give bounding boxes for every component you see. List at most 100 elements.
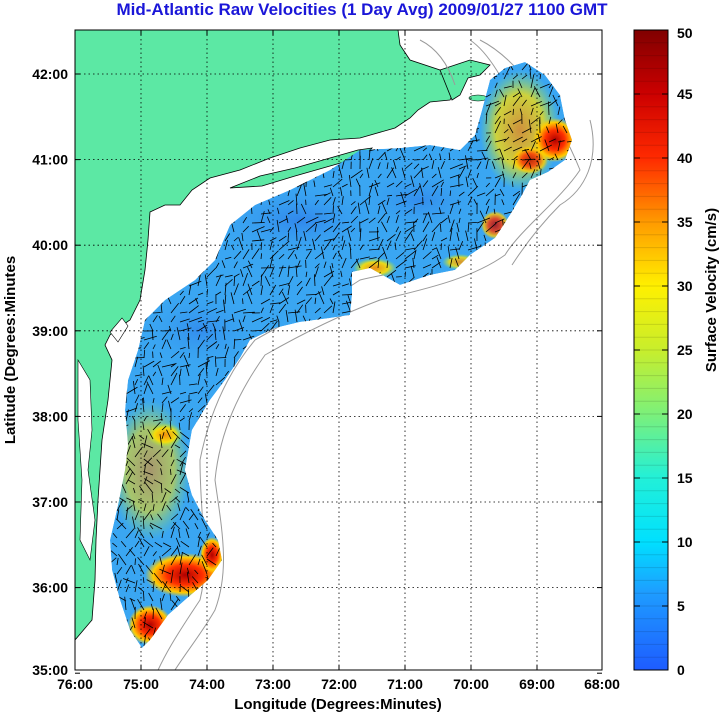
velocity-vector: [357, 202, 361, 215]
velocity-vector: [436, 256, 442, 269]
velocity-vector: [287, 265, 290, 278]
velocity-vector: [557, 140, 565, 143]
velocity-vector: [197, 536, 201, 548]
velocity-vector: [332, 232, 340, 242]
velocity-vector: [359, 256, 370, 260]
x-tick-labels: 76:00 75:00 74:00 73:00 72:00 71:00 70:00 69:00…: [57, 676, 620, 692]
velocity-vector: [454, 258, 460, 269]
velocity-vector: [323, 225, 334, 233]
velocity-vector: [365, 201, 370, 215]
velocity-vector: [503, 136, 510, 143]
velocity-vector: [170, 350, 180, 359]
velocity-vector: [374, 186, 379, 197]
velocity-vector: [436, 247, 442, 260]
velocity-vector: [188, 316, 203, 323]
velocity-vector: [539, 83, 550, 89]
velocity-vector: [127, 465, 136, 476]
velocity-vector: [160, 413, 163, 422]
velocity-vector: [359, 228, 362, 242]
velocity-vector: [449, 248, 460, 251]
velocity-vector: [134, 509, 140, 521]
velocity-vector: [539, 101, 552, 107]
velocity-vector: [170, 569, 174, 584]
x-tick-label: 75:00: [123, 676, 159, 692]
y-tick-label: 41:00: [32, 152, 68, 168]
velocity-vector: [449, 219, 455, 233]
velocity-vector: [521, 74, 528, 80]
colorbar-tick-label: 30: [677, 278, 693, 294]
velocity-vector: [170, 366, 179, 377]
velocity-vector: [233, 250, 242, 260]
velocity-vector: [170, 495, 178, 503]
velocity-vector: [134, 540, 140, 548]
velocity-vector: [223, 299, 226, 314]
velocity-vector: [110, 557, 117, 566]
velocity-vector: [170, 513, 179, 521]
velocity-vector: [323, 274, 333, 287]
velocity-vector: [233, 357, 236, 368]
velocity-vector: [260, 274, 262, 287]
velocity-vector: [381, 221, 388, 233]
velocity-vector: [440, 243, 442, 251]
velocity-vector: [472, 177, 478, 188]
velocity-vector: [215, 343, 220, 350]
velocity-vector: [332, 205, 334, 215]
velocity-vector: [155, 607, 163, 620]
velocity-vector: [206, 341, 218, 350]
velocity-vector: [350, 215, 359, 224]
velocity-vector: [194, 569, 199, 575]
velocity-vector: [152, 504, 155, 512]
x-tick-label: 71:00: [387, 676, 423, 692]
map-title: Mid-Atlantic Raw Velocities (1 Day Avg) …: [116, 0, 608, 19]
velocity-vector: [473, 198, 478, 206]
velocity-vector: [143, 360, 155, 368]
velocity-vector: [186, 567, 190, 575]
velocity-vector: [181, 551, 190, 557]
velocity-vector: [124, 596, 127, 611]
velocity-vector: [116, 518, 127, 530]
velocity-vector: [374, 179, 379, 188]
velocity-vector: [494, 173, 505, 179]
velocity-vector: [296, 304, 304, 314]
velocity-vector: [143, 342, 150, 350]
velocity-vector: [215, 376, 226, 386]
velocity-vector: [440, 161, 445, 170]
velocity-vector: [233, 237, 239, 242]
velocity-vector: [149, 522, 163, 530]
velocity-vector: [332, 213, 336, 224]
velocity-vector: [175, 595, 181, 602]
velocity-vector: [512, 181, 514, 188]
velocity-vector: [503, 94, 507, 107]
velocity-vector: [476, 192, 486, 197]
velocity-vector: [494, 107, 502, 116]
velocity-vector: [143, 546, 150, 557]
velocity-vector: [134, 558, 136, 566]
velocity-vector: [215, 357, 227, 359]
velocity-vector: [138, 434, 145, 440]
velocity-vector: [341, 235, 344, 242]
velocity-vector: [150, 514, 154, 521]
velocity-vector: [157, 513, 163, 521]
velocity-vector: [278, 303, 287, 314]
velocity-vector: [242, 272, 248, 287]
velocity-vector: [260, 265, 270, 278]
velocity-vector: [439, 153, 442, 161]
velocity-vector: [413, 185, 421, 197]
velocity-vector: [188, 383, 198, 386]
velocity-vector: [149, 532, 154, 539]
velocity-vector: [431, 254, 439, 260]
velocity-vector: [512, 95, 521, 107]
velocity-vector: [233, 283, 239, 296]
velocity-vector: [175, 537, 181, 548]
velocity-vector: [329, 265, 334, 278]
velocity-vector: [206, 307, 218, 314]
velocity-vector: [152, 580, 155, 593]
velocity-vector: [395, 156, 402, 161]
velocity-vector: [152, 419, 163, 422]
velocity-vector: [215, 291, 222, 296]
velocity-vector: [125, 547, 133, 557]
velocity-vector: [314, 194, 328, 197]
velocity-vector: [467, 140, 474, 152]
velocity-vector: [314, 251, 324, 260]
